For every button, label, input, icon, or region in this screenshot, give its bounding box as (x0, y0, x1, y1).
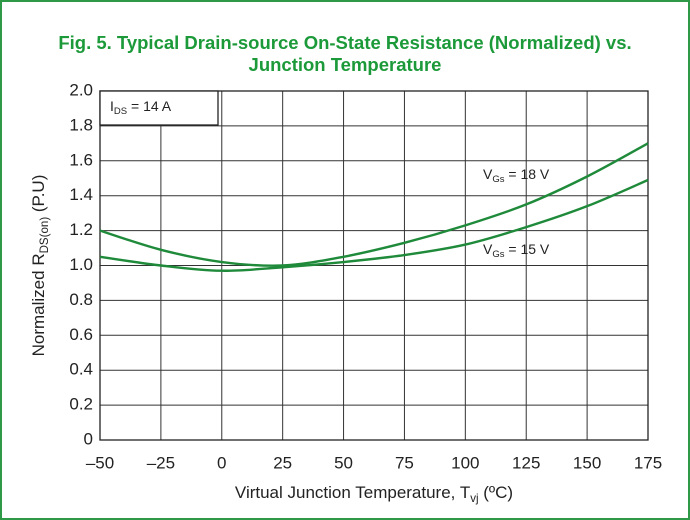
y-tick-label: 1.0 (69, 255, 93, 274)
x-axis-label-part: (ºC) (479, 483, 514, 502)
x-tick-label: 25 (273, 453, 292, 472)
y-axis-label: Normalized RDS(on) (P.U) (29, 175, 50, 357)
annotation-box (99, 90, 219, 126)
series-label-part: = 18 V (505, 166, 550, 182)
y-tick-label: 1.2 (69, 220, 93, 239)
plot-border (99, 90, 649, 441)
y-axis-label-part: DS(on) (39, 217, 51, 254)
x-tick-label: 50 (334, 453, 353, 472)
series-label: VGs = 15 V (483, 241, 550, 260)
x-axis-label-part: vj (470, 493, 478, 505)
y-axis-label-part: (P.U) (29, 175, 48, 217)
series-label-part: V (483, 166, 493, 182)
annotation-part: DS (114, 105, 127, 116)
y-tick-label: 0.2 (69, 395, 93, 414)
annotation: IDS = 14 A (110, 98, 172, 117)
y-tick-label: 2.0 (69, 80, 93, 99)
x-tick-label: 100 (451, 453, 479, 472)
series-label-part: = 15 V (505, 241, 550, 257)
x-tick-label: 75 (395, 453, 414, 472)
y-tick-label: 0.8 (69, 290, 93, 309)
y-axis-label-part: Normalized R (29, 253, 48, 356)
x-tick-label: 0 (217, 453, 226, 472)
x-tick-label: 150 (573, 453, 601, 472)
y-tick-label: 0.6 (69, 325, 93, 344)
y-tick-label: 1.6 (69, 150, 93, 169)
series-label: VGs = 18 V (483, 166, 550, 185)
x-tick-label: –50 (86, 453, 114, 472)
chart-title: Fig. 5. Typical Drain-source On-State Re… (58, 32, 631, 53)
series-line (99, 178, 649, 272)
annotation-part: = 14 A (127, 98, 172, 114)
x-tick-label: 125 (512, 453, 540, 472)
x-tick-label: –25 (147, 453, 175, 472)
series-line (99, 142, 649, 267)
x-tick-label: 175 (634, 453, 662, 472)
y-tick-label: 1.4 (69, 185, 93, 204)
y-tick-label: 0.4 (69, 360, 93, 379)
y-tick-label: 1.8 (69, 115, 93, 134)
series-label-part: V (483, 241, 493, 257)
y-tick-label: 0 (84, 429, 93, 448)
x-axis-label: Virtual Junction Temperature, Tvj (ºC) (235, 483, 513, 504)
chart-title: Junction Temperature (249, 54, 442, 75)
x-axis-label-part: Virtual Junction Temperature, T (235, 483, 470, 502)
series-label-part: Gs (492, 173, 504, 184)
series-label-part: Gs (492, 248, 504, 259)
annotation-part: I (110, 98, 114, 114)
